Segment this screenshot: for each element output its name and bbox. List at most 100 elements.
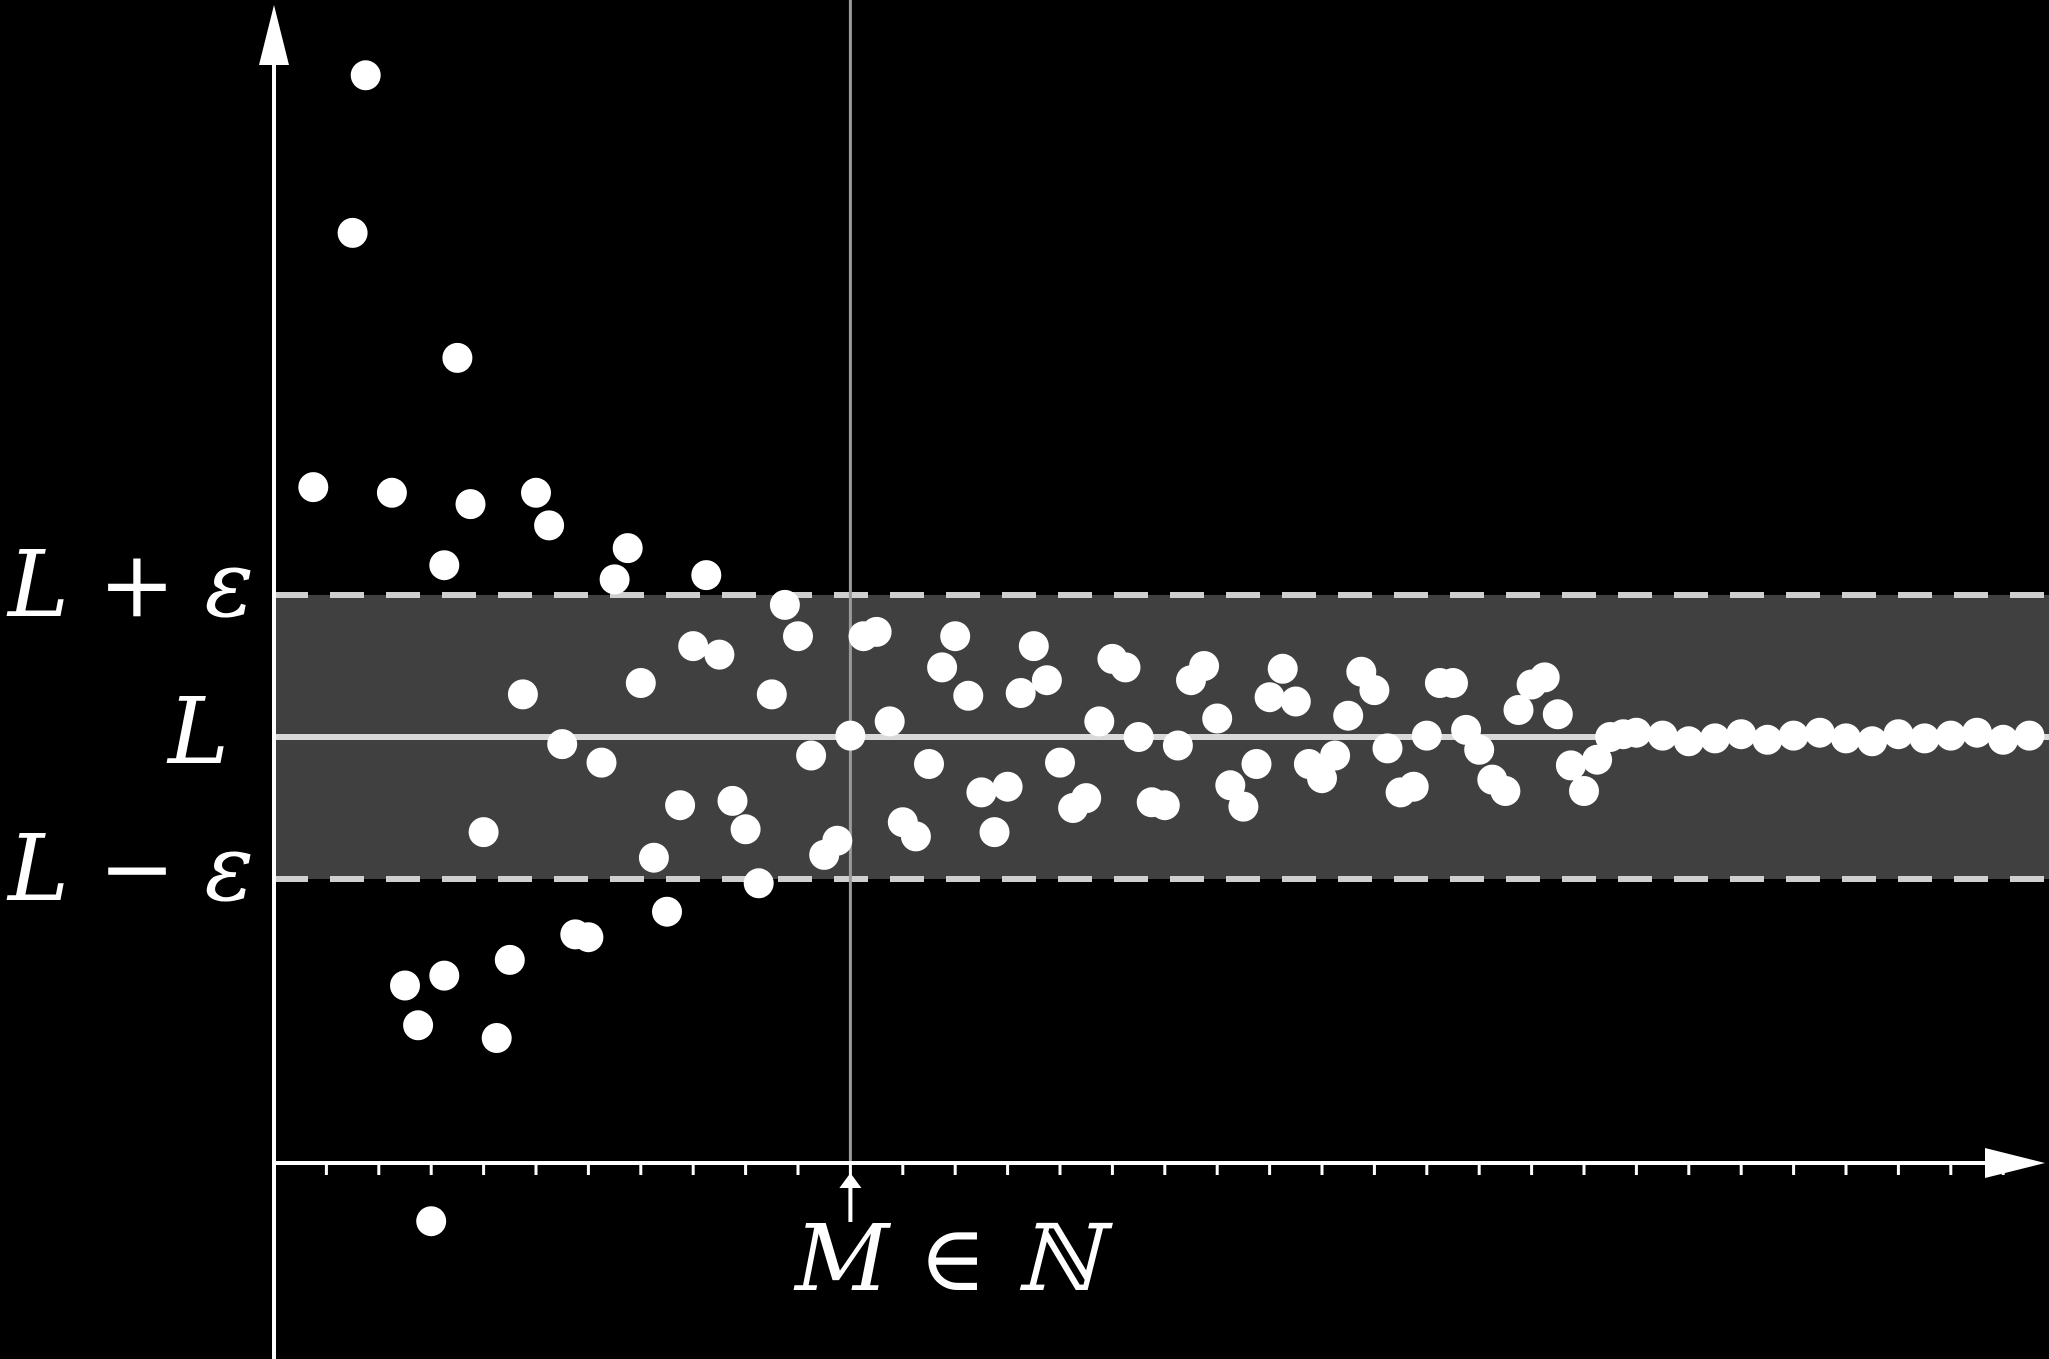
- y-axis-arrow-icon: [259, 5, 289, 65]
- data-point: [2014, 720, 2045, 751]
- data-point: [1542, 699, 1573, 730]
- data-point: [927, 652, 958, 683]
- data-point: [953, 680, 984, 711]
- m-label: M ∈ ℕ: [793, 1205, 1114, 1312]
- data-point: [573, 922, 604, 953]
- data-point: [638, 842, 669, 873]
- data-point: [835, 720, 866, 751]
- data-point: [1700, 723, 1730, 754]
- data-point: [1988, 724, 2019, 755]
- upper-bound-label: L + ε: [6, 531, 254, 638]
- data-point: [900, 821, 931, 852]
- data-point: [1490, 776, 1521, 806]
- data-point: [534, 510, 565, 541]
- data-point: [1804, 717, 1835, 748]
- data-point: [1005, 678, 1036, 708]
- data-point: [1189, 651, 1220, 681]
- data-point: [1726, 719, 1757, 750]
- data-point: [1202, 703, 1233, 734]
- data-point: [1857, 726, 1888, 757]
- data-point: [1831, 723, 1861, 754]
- data-point: [298, 472, 329, 503]
- data-point: [979, 817, 1010, 848]
- data-point: [1372, 733, 1403, 764]
- data-point: [1935, 720, 1966, 751]
- data-point: [1752, 724, 1783, 755]
- data-point: [665, 790, 696, 821]
- data-point: [1503, 695, 1534, 725]
- limit-label: L: [166, 678, 229, 785]
- data-point: [1123, 722, 1154, 752]
- x-axis-arrow-icon: [1985, 1148, 2045, 1178]
- m-marker-arrow-icon: [839, 1173, 862, 1222]
- data-point: [1071, 783, 1102, 814]
- data-point: [1582, 744, 1613, 775]
- data-point: [966, 777, 997, 808]
- data-point: [1411, 720, 1442, 751]
- data-point: [861, 616, 892, 647]
- data-point: [1110, 652, 1141, 683]
- data-point: [1883, 719, 1914, 750]
- data-point: [1307, 763, 1337, 794]
- data-point: [1962, 717, 1992, 748]
- data-point: [1529, 662, 1560, 693]
- data-point: [547, 729, 578, 760]
- data-point: [1398, 771, 1429, 802]
- data-point: [429, 550, 460, 581]
- data-point: [1333, 700, 1364, 731]
- data-point: [1464, 734, 1495, 765]
- data-point: [494, 944, 525, 975]
- data-point: [1228, 791, 1259, 822]
- data-point: [992, 771, 1023, 802]
- data-point: [599, 564, 630, 595]
- data-point: [691, 560, 722, 591]
- data-point: [1621, 717, 1652, 748]
- data-point: [743, 868, 774, 899]
- data-point: [1045, 747, 1075, 778]
- data-point: [390, 970, 420, 1001]
- data-point: [783, 621, 813, 652]
- data-point: [1555, 750, 1586, 781]
- data-point: [940, 621, 971, 652]
- data-point: [1778, 720, 1809, 751]
- data-point: [652, 896, 682, 927]
- data-point: [1359, 675, 1390, 706]
- data-point: [1018, 631, 1049, 662]
- data-point: [455, 489, 486, 520]
- data-point: [1569, 776, 1599, 806]
- data-point: [350, 60, 381, 91]
- data-point: [507, 679, 538, 710]
- data-point: [1280, 686, 1311, 717]
- data-point: [1149, 790, 1180, 821]
- x-ticks: [324, 1163, 2005, 1175]
- data-point: [822, 825, 853, 856]
- data-point: [1438, 668, 1468, 698]
- data-point: [1084, 706, 1115, 737]
- data-point: [1031, 665, 1062, 696]
- data-point: [376, 477, 407, 508]
- data-point: [429, 960, 460, 991]
- data-point: [1647, 720, 1678, 751]
- data-point: [521, 477, 551, 508]
- data-point: [1254, 682, 1285, 713]
- data-point: [1241, 749, 1272, 779]
- lower-bound-label: L − ε: [6, 815, 254, 922]
- data-point: [416, 1206, 447, 1237]
- data-point: [1320, 740, 1351, 771]
- data-point: [468, 817, 499, 848]
- data-point: [1909, 723, 1940, 754]
- data-point: [874, 706, 905, 737]
- data-point: [337, 217, 368, 248]
- data-point: [756, 679, 787, 710]
- data-point: [914, 749, 944, 779]
- scatter-points: [298, 60, 2045, 1237]
- data-point: [403, 1010, 434, 1041]
- data-point: [769, 589, 800, 620]
- data-point: [717, 785, 748, 816]
- data-point: [481, 1023, 512, 1053]
- data-point: [442, 342, 473, 373]
- data-point: [1673, 726, 1704, 757]
- data-point: [1267, 653, 1298, 684]
- data-point: [586, 747, 617, 778]
- data-point: [730, 814, 761, 845]
